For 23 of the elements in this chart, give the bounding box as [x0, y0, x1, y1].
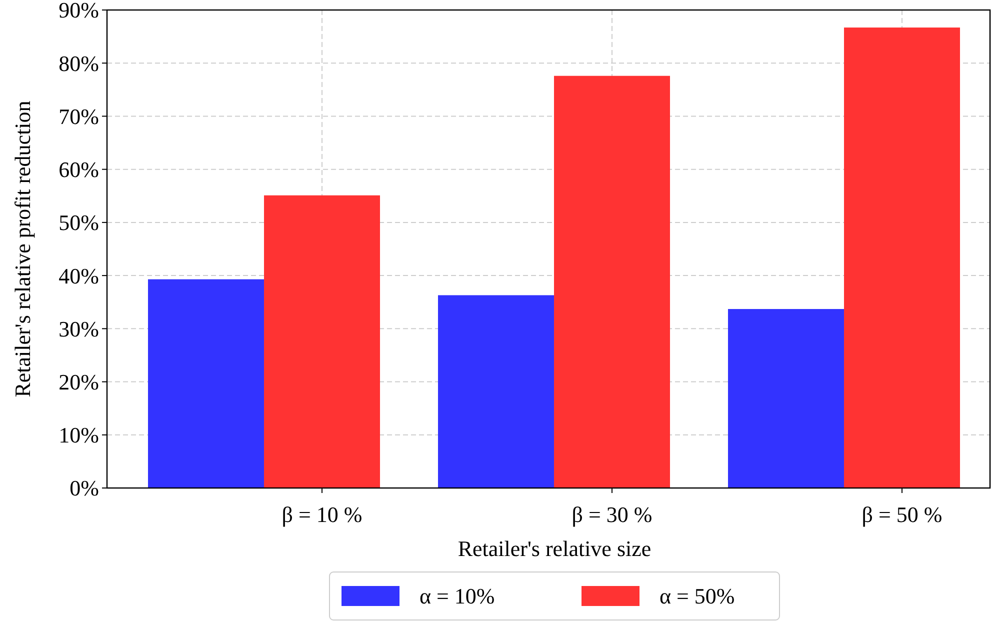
y-tick-label: 20% — [58, 369, 99, 394]
y-tick-label: 40% — [58, 263, 99, 288]
legend-label: α = 50% — [660, 584, 735, 609]
y-tick-label: 30% — [58, 316, 99, 342]
legend-label: α = 10% — [420, 584, 495, 609]
x-axis-title: Retailer's relative size — [458, 536, 652, 561]
y-tick-label: 70% — [58, 104, 99, 129]
x-tick-label: β = 10 % — [282, 502, 362, 527]
y-tick-label: 80% — [58, 50, 99, 76]
y-tick-label: 10% — [58, 422, 99, 448]
bar — [264, 195, 380, 488]
y-axis-title: Retailer's relative profit reduction — [10, 100, 35, 398]
bar — [844, 28, 960, 488]
y-tick-label: 0% — [70, 476, 99, 501]
y-tick-label: 90% — [58, 0, 99, 23]
bar — [148, 279, 264, 488]
bar — [554, 76, 670, 488]
x-tick-label: β = 50 % — [862, 502, 942, 527]
bar — [728, 309, 844, 488]
bar — [438, 295, 554, 488]
y-tick-label: 60% — [58, 157, 99, 182]
x-tick-label: β = 30 % — [572, 502, 652, 527]
y-tick-label: 50% — [58, 210, 99, 236]
